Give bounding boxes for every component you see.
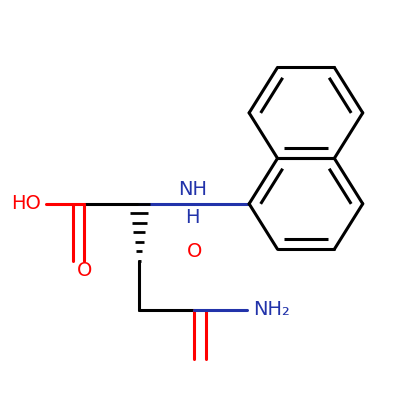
Text: HO: HO: [11, 194, 41, 213]
Text: O: O: [186, 242, 202, 261]
Text: H: H: [185, 208, 200, 227]
Text: NH: NH: [178, 180, 207, 199]
Text: O: O: [77, 260, 92, 280]
Text: NH₂: NH₂: [253, 300, 290, 319]
